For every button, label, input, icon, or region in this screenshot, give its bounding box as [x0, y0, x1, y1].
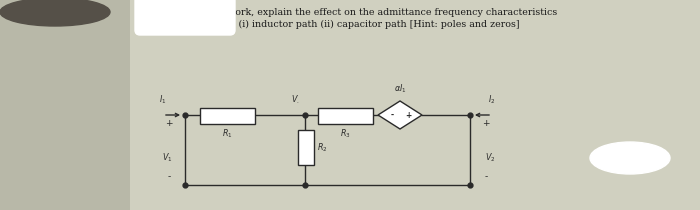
Bar	[200, 108, 255, 124]
Text: For a one port network, explain the effect on the admittance frequency character: For a one port network, explain the effe…	[140, 8, 557, 29]
Text: $R_2$: $R_2$	[317, 141, 328, 154]
Text: $R_3$: $R_3$	[340, 128, 351, 140]
Text: -: -	[484, 172, 488, 181]
Ellipse shape	[590, 142, 670, 174]
FancyBboxPatch shape	[135, 0, 235, 35]
Ellipse shape	[0, 0, 110, 26]
Text: $I_1$: $I_1$	[160, 93, 167, 106]
Text: $V_1$: $V_1$	[162, 152, 172, 164]
Text: +: +	[165, 118, 173, 127]
Text: +: +	[482, 118, 490, 127]
Text: $I_2$: $I_2$	[489, 93, 496, 106]
Text: $R_1$: $R_1$	[222, 128, 233, 140]
Bar	[298, 130, 314, 165]
Text: -: -	[167, 172, 171, 181]
Bar	[318, 108, 373, 124]
Text: $V_.$: $V_.$	[290, 93, 300, 106]
Text: -: -	[391, 110, 393, 119]
Text: $V_2$: $V_2$	[485, 152, 495, 164]
Polygon shape	[378, 101, 422, 129]
Bar	[130, 0, 700, 210]
Text: +: +	[405, 110, 411, 119]
Text: $\alpha I_1$: $\alpha I_1$	[393, 83, 406, 95]
